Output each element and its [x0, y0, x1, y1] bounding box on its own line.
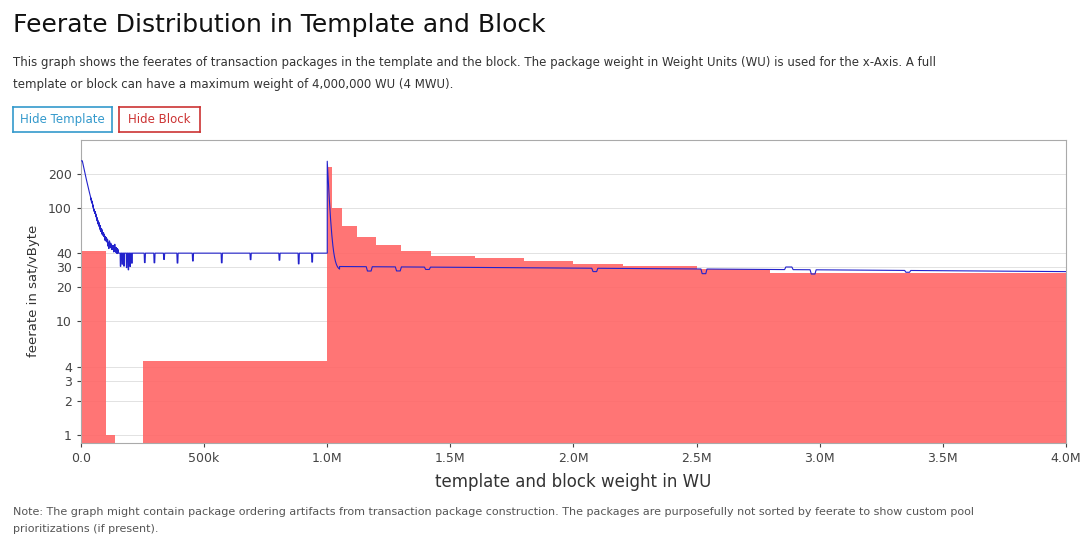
Text: Hide Template: Hide Template [21, 113, 105, 126]
Text: Hide Block: Hide Block [129, 113, 190, 126]
Text: Feerate Distribution in Template and Block: Feerate Distribution in Template and Blo… [13, 13, 545, 38]
X-axis label: template and block weight in WU: template and block weight in WU [435, 474, 712, 491]
Text: template or block can have a maximum weight of 4,000,000 WU (4 MWU).: template or block can have a maximum wei… [13, 78, 454, 91]
Text: This graph shows the feerates of transaction packages in the template and the bl: This graph shows the feerates of transac… [13, 56, 936, 69]
Text: prioritizations (if present).: prioritizations (if present). [13, 524, 159, 534]
Text: Note: The graph might contain package ordering artifacts from transaction packag: Note: The graph might contain package or… [13, 507, 974, 518]
Y-axis label: feerate in sat/vByte: feerate in sat/vByte [27, 225, 40, 358]
